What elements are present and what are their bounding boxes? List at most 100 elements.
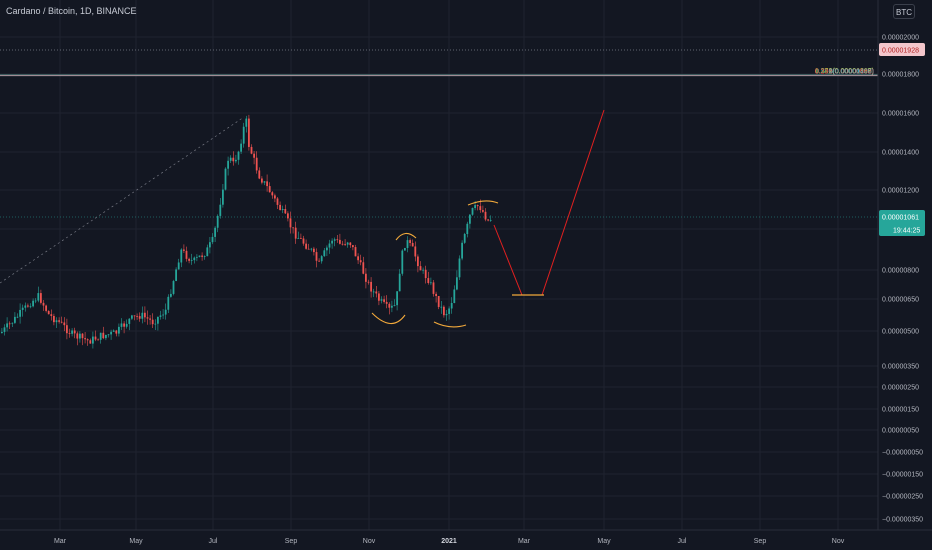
fib-level-label: 1.272(0.00001917) bbox=[815, 68, 874, 75]
candle-body bbox=[341, 243, 344, 245]
time-tick-label: May bbox=[597, 538, 611, 545]
candle-body bbox=[487, 219, 489, 221]
candle-body bbox=[432, 282, 435, 294]
candle-body bbox=[292, 227, 294, 229]
candle-body bbox=[19, 309, 21, 317]
price-tick-label: 0.00001400 bbox=[882, 150, 919, 157]
candle-body bbox=[224, 168, 227, 190]
candle-body bbox=[167, 296, 170, 310]
candle-body bbox=[11, 322, 14, 324]
candle-body bbox=[339, 239, 341, 244]
fib-level-label: 1(0.00001593) bbox=[828, 68, 874, 75]
candle-body bbox=[79, 333, 81, 339]
candle-body bbox=[47, 310, 50, 315]
candle-body bbox=[222, 189, 224, 205]
candle-body bbox=[461, 242, 463, 259]
candle-body bbox=[359, 260, 362, 263]
candle-body bbox=[427, 278, 430, 283]
candle-body bbox=[188, 258, 190, 261]
candle-body bbox=[445, 313, 448, 316]
candle-body bbox=[424, 269, 427, 279]
time-tick-label: Nov bbox=[832, 538, 845, 545]
candle-body bbox=[435, 293, 437, 296]
candle-body bbox=[50, 314, 53, 316]
price-tick-label: −0.00000150 bbox=[882, 472, 923, 479]
candle-body bbox=[144, 312, 146, 318]
candle-body bbox=[229, 157, 232, 161]
candle-body bbox=[37, 293, 40, 301]
candle-body bbox=[53, 315, 55, 323]
candle-body bbox=[307, 248, 310, 250]
candle-body bbox=[406, 240, 409, 248]
candle-body bbox=[352, 245, 354, 248]
candle-body bbox=[185, 250, 188, 259]
candle-body bbox=[287, 213, 289, 219]
candle-body bbox=[463, 234, 466, 243]
candle-body bbox=[248, 118, 250, 147]
candle-body bbox=[146, 317, 149, 319]
top-arc-right bbox=[467, 200, 499, 206]
candle-body bbox=[115, 330, 118, 334]
time-tick-label: Sep bbox=[754, 538, 767, 545]
candle-body bbox=[474, 205, 476, 209]
candle-body bbox=[237, 151, 240, 160]
candle-body bbox=[281, 209, 284, 210]
candle-body bbox=[92, 336, 94, 344]
candle-body bbox=[118, 326, 120, 334]
candle-body bbox=[112, 330, 115, 332]
candle-body bbox=[66, 325, 68, 334]
candle-body bbox=[198, 255, 201, 257]
candle-body bbox=[450, 303, 453, 309]
candle-body bbox=[336, 239, 339, 241]
candle-body bbox=[417, 256, 419, 267]
candle-body bbox=[266, 181, 268, 187]
candle-body bbox=[141, 312, 144, 319]
candle-body bbox=[128, 318, 131, 324]
price-tick-label: 0.00000650 bbox=[882, 297, 919, 304]
candle-body bbox=[313, 248, 315, 253]
candle-body bbox=[471, 208, 474, 215]
candle-body bbox=[235, 159, 237, 162]
candle-body bbox=[84, 338, 86, 340]
price-axis-bg bbox=[878, 0, 932, 550]
candle-body bbox=[372, 291, 375, 293]
fib-level-label: 0.618(0.00001137) bbox=[815, 68, 874, 75]
candle-body bbox=[209, 242, 211, 248]
candle-body bbox=[154, 323, 157, 325]
time-tick-label: Nov bbox=[363, 538, 376, 545]
candle-body bbox=[362, 262, 365, 274]
candle-body bbox=[131, 315, 133, 319]
candle-body bbox=[183, 249, 185, 251]
candle-body bbox=[279, 204, 281, 210]
candle-body bbox=[138, 316, 141, 319]
candle-body bbox=[27, 305, 29, 307]
candle-body bbox=[107, 334, 110, 336]
candle-body bbox=[81, 333, 84, 339]
candle-body bbox=[284, 209, 287, 214]
price-tick-label: −0.00000250 bbox=[882, 494, 923, 501]
candle-body bbox=[45, 305, 47, 311]
currency-button[interactable]: BTC bbox=[893, 4, 915, 19]
countdown-text: 19:44:25 bbox=[893, 228, 920, 235]
price-tick-label: 0.00000800 bbox=[882, 268, 919, 275]
candle-body bbox=[157, 316, 159, 324]
candle-body bbox=[297, 237, 300, 239]
fib-level-label: 0(0.00000400) bbox=[828, 69, 874, 76]
candle-body bbox=[258, 170, 261, 179]
candle-body bbox=[422, 269, 424, 271]
price-tick-label: −0.00000050 bbox=[882, 450, 923, 457]
price-tick-label: 0.00000250 bbox=[882, 385, 919, 392]
candle-body bbox=[58, 320, 60, 322]
candle-body bbox=[255, 157, 258, 171]
candle-body bbox=[149, 318, 151, 320]
candle-body bbox=[346, 242, 349, 245]
candle-body bbox=[380, 299, 383, 301]
candle-body bbox=[68, 333, 71, 334]
candle-body bbox=[201, 255, 203, 257]
candle-body bbox=[289, 218, 292, 228]
price-tick-label: 0.00001800 bbox=[882, 72, 919, 79]
candle-body bbox=[326, 247, 328, 251]
candle-body bbox=[398, 273, 401, 292]
candle-body bbox=[365, 273, 367, 282]
